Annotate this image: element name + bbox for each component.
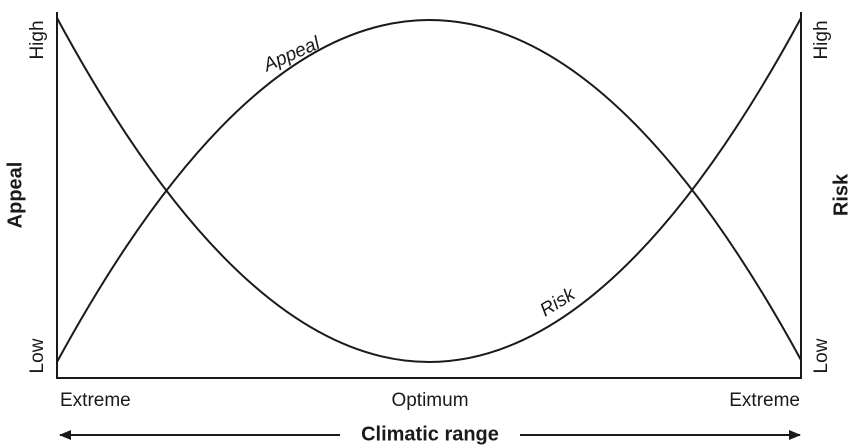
right-axis-title: Risk xyxy=(830,173,852,216)
x-label: Optimum xyxy=(391,390,468,411)
x-axis-title: Climatic range xyxy=(361,423,499,445)
right-low: Low xyxy=(811,338,832,373)
left-high: High xyxy=(27,20,48,59)
right-high: High xyxy=(811,20,832,59)
x-label: Extreme xyxy=(729,390,800,411)
risk-curve-label: Risk xyxy=(537,283,581,321)
appeal-curve-label: Appeal xyxy=(260,33,324,77)
axes-frame xyxy=(56,12,802,379)
risk-curve xyxy=(56,17,802,363)
appeal-curve xyxy=(56,19,802,363)
left-low: Low xyxy=(27,338,48,373)
left-axis-title: Appeal xyxy=(4,162,26,229)
x-label: Extreme xyxy=(60,390,131,411)
